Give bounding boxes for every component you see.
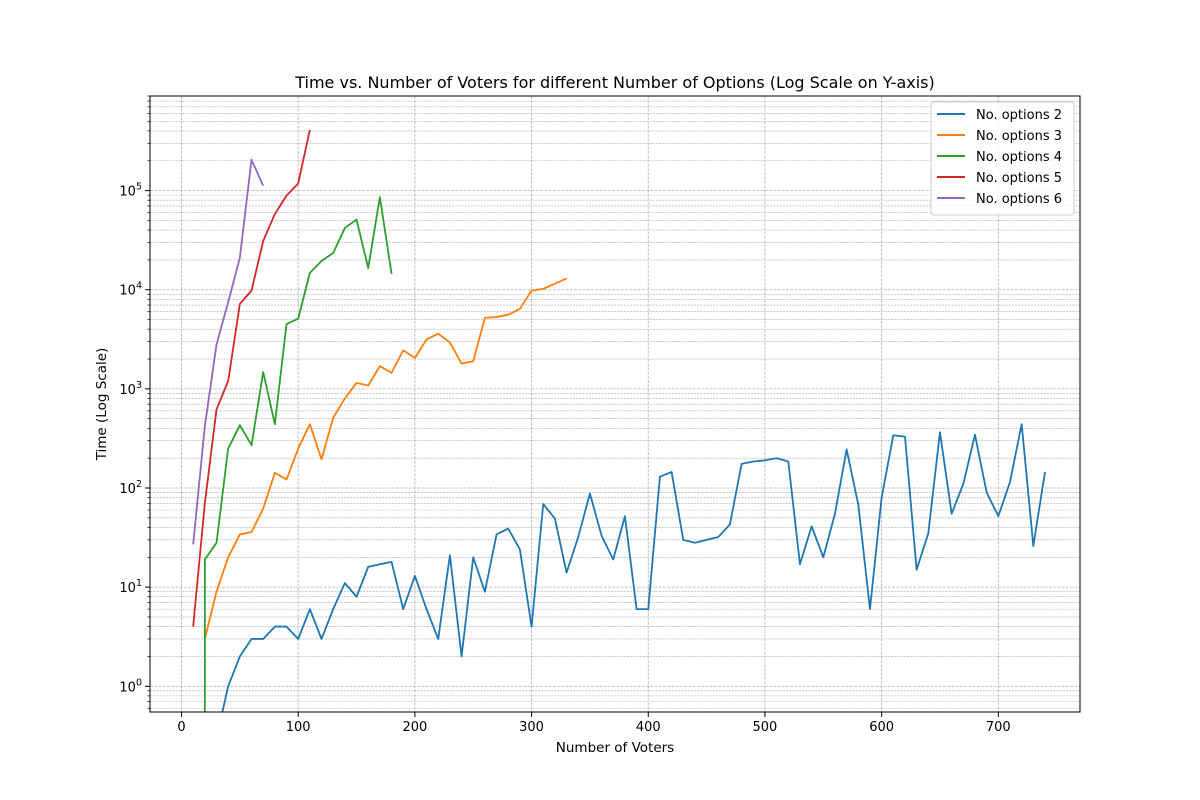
x-tick-label: 100 <box>286 720 311 735</box>
y-axis: 100 101 102 103 104 105 <box>119 95 150 709</box>
legend-label: No. options 6 <box>976 192 1062 207</box>
legend-label: No. options 4 <box>976 150 1062 165</box>
x-tick-label: 200 <box>402 720 427 735</box>
chart-title: Time vs. Number of Voters for different … <box>294 73 935 92</box>
legend: No. options 2 No. options 3 No. options 4 N… <box>930 101 1075 216</box>
x-tick-label: 0 <box>177 720 185 735</box>
series-group <box>192 129 1046 712</box>
series-line-options-3 <box>203 277 567 640</box>
y-tick-label: 104 <box>119 281 142 299</box>
x-tick-label: 600 <box>869 720 894 735</box>
x-tick-label: 400 <box>636 720 661 735</box>
series-line-options-5 <box>192 129 311 627</box>
y-tick-label: 101 <box>119 578 142 596</box>
series-line-options-4 <box>203 196 393 712</box>
x-tick-label: 500 <box>753 720 778 735</box>
legend-box <box>930 101 1075 216</box>
x-tick-label: 700 <box>986 720 1011 735</box>
y-axis-label: Time (Log Scale) <box>94 348 110 462</box>
legend-label: No. options 2 <box>976 108 1062 123</box>
y-tick-label: 105 <box>119 182 142 200</box>
x-tick-label: 300 <box>519 720 544 735</box>
series-line-options-2 <box>221 423 1046 712</box>
y-tick-label: 102 <box>119 479 142 497</box>
x-axis: 0 100 200 300 400 500 600 700 <box>177 712 1011 735</box>
x-axis-label: Number of Voters <box>556 740 674 756</box>
legend-label: No. options 5 <box>976 171 1062 186</box>
y-tick-label: 103 <box>119 380 142 398</box>
series-line-options-6 <box>192 158 265 545</box>
legend-label: No. options 3 <box>976 129 1062 144</box>
y-tick-label: 100 <box>119 677 142 695</box>
